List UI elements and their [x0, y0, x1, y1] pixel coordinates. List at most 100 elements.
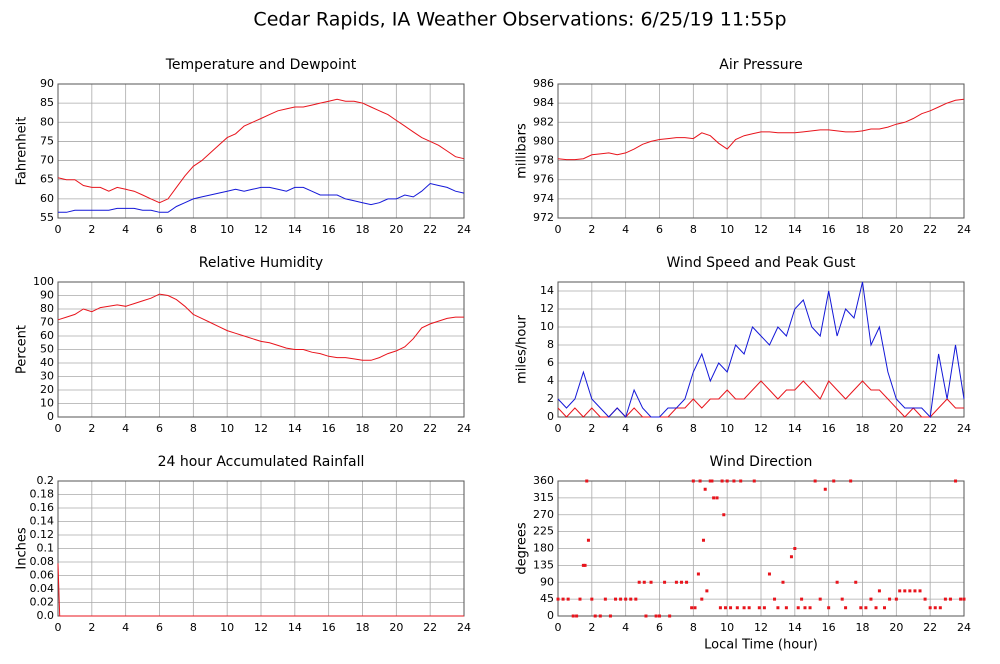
x-tick-label: 0 [555, 223, 562, 236]
x-tick-label: 24 [457, 621, 471, 634]
x-tick-label: 2 [88, 223, 95, 236]
data-point [637, 580, 641, 584]
x-tick-label: 12 [754, 223, 768, 236]
x-tick-label: 6 [156, 223, 163, 236]
data-point [874, 606, 878, 610]
data-point [882, 606, 886, 610]
x-tick-label: 14 [788, 621, 802, 634]
y-tick-label: 135 [533, 558, 554, 571]
y-tick-label: 0.16 [30, 501, 55, 514]
data-point [962, 597, 966, 601]
x-tick-label: 2 [88, 422, 95, 435]
data-point [649, 580, 653, 584]
panel-title: Relative Humidity [199, 255, 323, 271]
y-tick-label: 60 [40, 329, 54, 342]
y-tick-label: 80 [40, 115, 54, 128]
data-point [556, 597, 560, 601]
x-tick-label: 18 [356, 621, 370, 634]
x-tick-label: 4 [122, 223, 129, 236]
x-tick-label: 14 [788, 223, 802, 236]
x-tick-label: 22 [923, 223, 937, 236]
data-point [718, 606, 722, 610]
x-tick-label: 8 [690, 422, 697, 435]
x-tick-label: 2 [588, 621, 595, 634]
y-tick-label: 10 [540, 320, 554, 333]
data-line [57, 98, 465, 204]
y-axis-label: Inches [15, 527, 30, 569]
y-tick-label: 0.18 [30, 488, 55, 501]
data-point [571, 614, 575, 618]
x-tick-label: 12 [254, 223, 268, 236]
x-tick-label: 6 [156, 422, 163, 435]
data-point [800, 597, 804, 601]
data-point [674, 580, 678, 584]
data-point [720, 479, 724, 483]
panel-title: Air Pressure [719, 57, 802, 73]
y-tick-label: 984 [533, 96, 554, 109]
y-axis-label: Fahrenheit [15, 117, 30, 186]
data-point [585, 479, 589, 483]
data-point [818, 597, 822, 601]
data-point [742, 606, 746, 610]
data-point [757, 606, 761, 610]
data-point [832, 479, 836, 483]
x-tick-label: 20 [889, 223, 903, 236]
x-tick-label: 14 [288, 422, 302, 435]
x-tick-label: 24 [457, 223, 471, 236]
y-tick-label: 0.06 [30, 569, 55, 582]
x-tick-label: 12 [754, 422, 768, 435]
data-point [703, 487, 707, 491]
y-axis-label: Percent [15, 325, 30, 374]
y-tick-label: 0.14 [30, 515, 55, 528]
data-point [840, 597, 844, 601]
x-axis-label: Local Time (hour) [704, 638, 818, 653]
y-tick-label: 10 [40, 397, 54, 410]
data-point [712, 496, 716, 500]
x-tick-label: 16 [322, 223, 336, 236]
data-point [583, 563, 587, 567]
data-point [894, 597, 898, 601]
x-tick-label: 8 [690, 223, 697, 236]
x-tick-label: 12 [254, 621, 268, 634]
x-tick-label: 4 [622, 223, 629, 236]
y-tick-label: 80 [40, 302, 54, 315]
plot-frame [557, 281, 965, 418]
x-tick-label: 16 [322, 422, 336, 435]
y-tick-label: 12 [540, 302, 554, 315]
y-tick-label: 85 [40, 96, 54, 109]
data-point [634, 597, 638, 601]
data-point [813, 479, 817, 483]
x-tick-label: 10 [720, 422, 734, 435]
x-tick-label: 14 [288, 223, 302, 236]
data-point [938, 606, 942, 610]
x-tick-label: 24 [957, 621, 971, 634]
y-tick-label: 270 [533, 508, 554, 521]
data-point [859, 606, 863, 610]
data-point [690, 606, 694, 610]
plot-frame [57, 281, 465, 418]
x-tick-label: 10 [220, 223, 234, 236]
x-tick-label: 8 [190, 223, 197, 236]
data-point [691, 479, 695, 483]
data-point [864, 606, 868, 610]
data-point [752, 479, 756, 483]
y-tick-label: 45 [540, 592, 554, 605]
x-tick-label: 10 [720, 223, 734, 236]
x-tick-label: 16 [822, 223, 836, 236]
data-point [793, 547, 797, 550]
y-tick-label: 0.02 [30, 596, 55, 609]
x-tick-label: 24 [957, 223, 971, 236]
y-tick-label: 0.12 [30, 528, 55, 541]
y-tick-label: 360 [533, 474, 554, 487]
x-tick-label: 8 [190, 422, 197, 435]
data-point [710, 479, 714, 483]
data-point [954, 479, 958, 483]
y-tick-label: 982 [533, 115, 554, 128]
data-point [762, 606, 766, 610]
data-point [888, 597, 892, 601]
y-tick-label: 14 [540, 284, 554, 297]
data-point [854, 580, 858, 584]
y-tick-label: 315 [533, 491, 554, 504]
y-tick-label: 90 [40, 77, 54, 90]
data-point [624, 597, 628, 601]
